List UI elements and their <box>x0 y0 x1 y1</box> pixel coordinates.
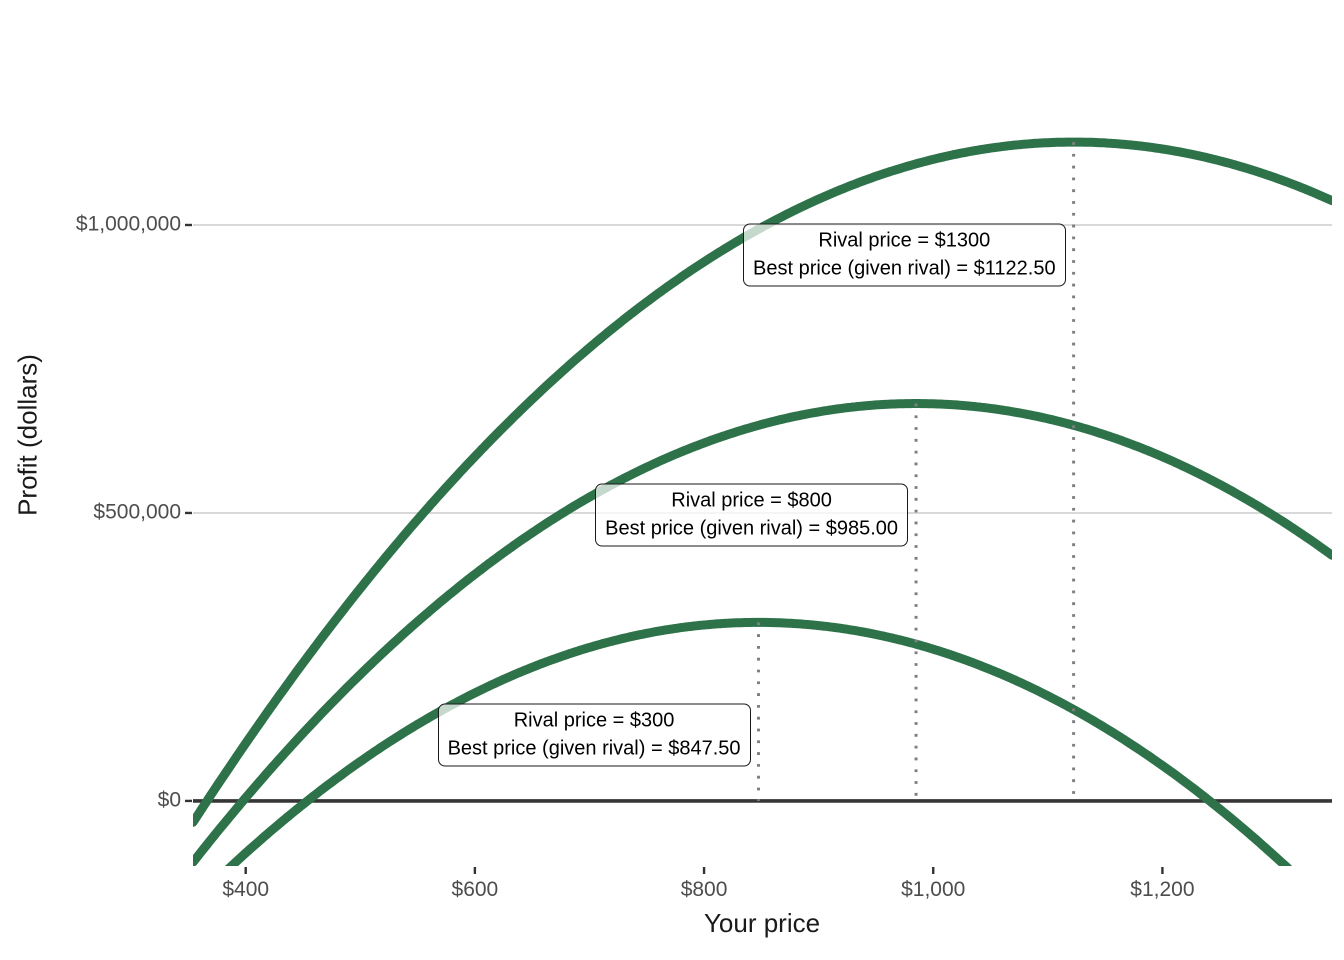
annotation-box-rival-800: Rival price = $800 Best price (given riva… <box>595 483 909 547</box>
profit-curve-rival-800 <box>193 399 1332 866</box>
x-tick-label-600: $600 <box>451 878 499 901</box>
annotation-box-rival-1300: Rival price = $1300 Best price (given riv… <box>743 223 1066 287</box>
annotation-rival-price-800: Rival price = $800 <box>671 489 832 512</box>
y-tick-label-500000: $500,000 <box>93 500 181 524</box>
x-tick-label-1000: $1,000 <box>901 878 966 901</box>
annotation-best-price-800: Best price (given rival) = $985.00 <box>605 517 899 540</box>
y-tick-label-0: $0 <box>157 788 181 812</box>
annotation-box-rival-300: Rival price = $300 Best price (given riva… <box>437 703 751 767</box>
profit-curve-rival-300 <box>224 617 1293 866</box>
annotation-best-price-1300: Best price (given rival) = $1122.50 <box>753 257 1056 280</box>
annotation-best-price-300: Best price (given rival) = $847.50 <box>447 737 741 760</box>
x-tick-label-400: $400 <box>222 878 270 901</box>
x-tick-label-800: $800 <box>680 878 728 901</box>
annotation-rival-price-1300: Rival price = $1300 <box>818 229 991 252</box>
annotation-rival-price-300: Rival price = $300 <box>513 709 675 732</box>
y-axis-title: Profit (dollars) <box>12 354 43 516</box>
x-tick-label-1200: $1,200 <box>1130 878 1195 901</box>
y-tick-label-1000000: $1,000,000 <box>75 212 181 236</box>
x-axis-title: Your price <box>703 908 821 938</box>
